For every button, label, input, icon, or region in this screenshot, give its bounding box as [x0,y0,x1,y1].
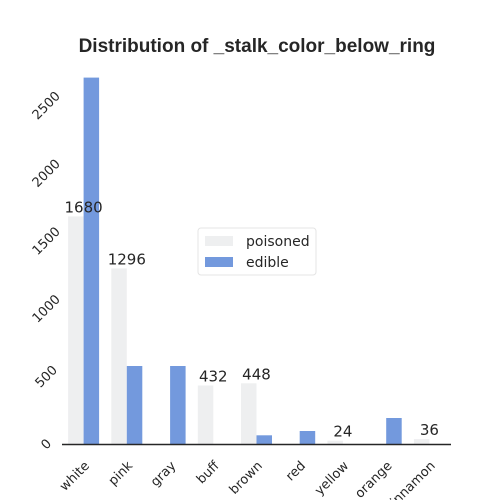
y-tick-0: 0 [39,437,55,453]
data-label-white: 1680 [65,198,103,216]
bar-poisoned-cinnamon [413,439,430,444]
y-tick-2500: 2500 [30,89,64,123]
y-tick-500: 500 [33,363,61,391]
x-tick-gray: gray [148,458,180,490]
data-label-brown: 448 [242,365,271,383]
x-tick-labels: white pink gray buff brown red yellow orangecin… [57,458,439,500]
legend-label-poisoned: poisoned [246,234,310,250]
data-label-buff: 432 [199,368,228,386]
y-tick-2000: 2000 [30,157,64,191]
bars-group [68,77,430,444]
x-tick-pink: pink [106,458,136,488]
x-tick-brown: brown [227,459,266,498]
bar-poisoned-pink [111,268,127,444]
bar-poisoned-yellow [327,440,343,444]
bar-poisoned-brown [241,383,257,444]
bar-edible-pink [126,366,143,444]
data-label-cinnamon: 36 [420,421,439,439]
x-tick-buff: buff [194,458,223,487]
x-tick-white: white [57,459,93,495]
bar-edible-red [299,431,316,444]
legend-label-edible: edible [246,255,289,271]
bar-edible-gray [170,366,186,444]
x-tick-red: red [283,459,309,485]
y-tick-labels: 0 500 1000 1500 2000 2500 [30,89,64,453]
x-tick-yellow: yellow [312,458,352,498]
bar-poisoned-buff [197,385,214,444]
data-label-pink: 1296 [108,250,146,268]
chart-title: Distribution of _stalk_color_below_ring [79,36,436,57]
x-tick-cinnamon: cinnamon [383,459,439,500]
legend-swatch-poisoned [205,236,233,246]
data-label-yellow: 24 [333,423,352,441]
data-labels-group: 1680 1296 432 448 24 36 [65,198,439,440]
bar-edible-orange [386,418,402,444]
y-tick-1500: 1500 [30,225,64,259]
legend: poisoned edible [197,227,317,276]
y-tick-1000: 1000 [30,292,64,326]
bar-edible-brown [256,435,272,444]
legend-swatch-edible [205,257,233,267]
bar-edible-white [83,77,100,444]
bar-poisoned-white [68,216,84,444]
x-tick-orange: orange [352,459,395,500]
